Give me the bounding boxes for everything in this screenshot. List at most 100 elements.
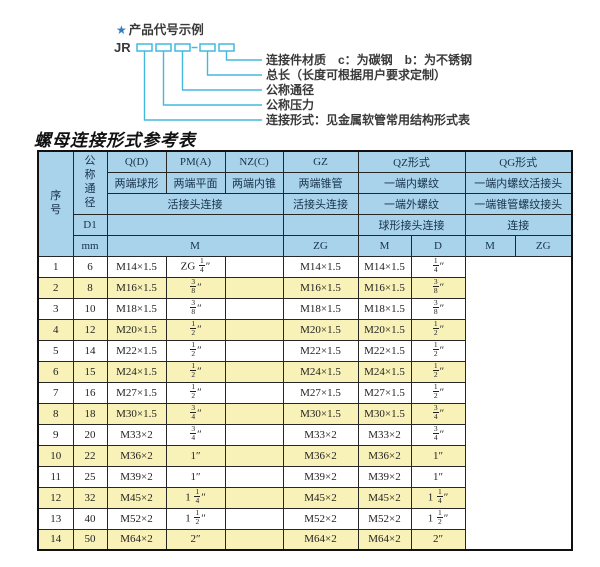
cell-qg-m: M64×2 [357, 528, 412, 551]
table-row: 3 10 M18×1.5 3 8 ″ M18×1.5 M18×1.5 3 8 ″ [37, 297, 572, 320]
cell-m: M16×1.5 [106, 276, 167, 299]
cell-qg-zg: 1 1 2 ″ [410, 507, 466, 530]
header-seq: 序 号 [37, 150, 74, 257]
cell-qg-m: M20×1.5 [357, 318, 412, 341]
cell-qg-zg: 1 4 ″ [410, 255, 466, 278]
cell-m: M33×2 [106, 423, 167, 446]
cell-gz: 2″ [165, 528, 226, 551]
table-row: 4 12 M20×1.5 1 2 ″ M20×1.5 M20×1.5 1 2 ″ [37, 318, 572, 341]
cell-qz-d: M39×2 [282, 465, 359, 488]
table-row: 12 32 M45×2 1 1 4 ″ M45×2 M45×2 1 1 4 ″ [37, 486, 572, 509]
cell-qz-d: M52×2 [282, 507, 359, 530]
cell-seq: 9 [37, 423, 74, 446]
table-row: 10 22 M36×2 1″ M36×2 M36×2 1″ [37, 444, 572, 467]
header-nz: NZ(C) [224, 150, 284, 173]
cell-qg-zg: 1 2 ″ [410, 339, 466, 362]
cell-qg-zg: 3 8 ″ [410, 276, 466, 299]
leader-line-pn [162, 51, 262, 106]
code-box-3 [174, 43, 191, 52]
cell-qg-m: M36×2 [357, 444, 412, 467]
cell-qz-m [224, 402, 284, 425]
cell-dn: 18 [72, 402, 108, 425]
cell-gz: 1 2 ″ [165, 360, 226, 383]
table-row: 11 25 M39×2 1″ M39×2 M39×2 1″ [37, 465, 572, 488]
cell-dn: 8 [72, 276, 108, 299]
label-connection: 连接形式：见金属软管常用结构形式表 [266, 113, 471, 127]
code-box-5 [218, 43, 235, 52]
cell-m: M14×1.5 [106, 255, 167, 278]
cell-m: M45×2 [106, 486, 167, 509]
cell-qg-zg: 1 1 4 ″ [410, 486, 466, 509]
cell-qg-zg: 2″ [410, 528, 466, 551]
cell-dn: 22 [72, 444, 108, 467]
cell-qz-d: M16×1.5 [282, 276, 359, 299]
header-qz-conn: 球形接头连接 [357, 213, 466, 236]
cell-gz: 1″ [165, 444, 226, 467]
cell-qz-d: M18×1.5 [282, 297, 359, 320]
cell-qz-d: M20×1.5 [282, 318, 359, 341]
cell-qg-zg: 3 4 ″ [410, 423, 466, 446]
cell-qz-d: M36×2 [282, 444, 359, 467]
cell-qg-m: M27×1.5 [357, 381, 412, 404]
cell-qz-m [224, 423, 284, 446]
cell-seq: 8 [37, 402, 74, 425]
cell-seq: 4 [37, 318, 74, 341]
header-union-conn: 活接头连接 [106, 192, 284, 215]
cell-seq: 12 [37, 486, 74, 509]
table-row: 13 40 M52×2 1 1 2 ″ M52×2 M52×2 1 1 2 ″ [37, 507, 572, 530]
header-zg-col: ZG [282, 234, 359, 257]
cell-qg-zg: 1″ [410, 465, 466, 488]
product-code-diagram: ★ 产品代号示例 JR 连接件材质 c：为碳钢 b：为不锈钢 总长（长度可根据用户… [0, 0, 600, 150]
header-blank-gz [282, 213, 359, 236]
cell-qg-zg: 3 4 ″ [410, 402, 466, 425]
nut-connection-reference-table: 序 号 公 称 通 径 Q(D) PM(A) NZ(C) GZ QZ形式 QG形… [37, 150, 573, 551]
leader-line-length [206, 51, 262, 76]
cell-qg-zg: 1 2 ″ [410, 360, 466, 383]
cell-qg-m: M52×2 [357, 507, 412, 530]
header-qz-sub1: 一端内螺纹 [357, 171, 466, 194]
leader-lines-graphic [136, 43, 262, 121]
cell-m: M24×1.5 [106, 360, 167, 383]
table-row: 7 16 M27×1.5 1 2 ″ M27×1.5 M27×1.5 1 2 ″ [37, 381, 572, 404]
header-qg-m: M [464, 234, 516, 257]
cell-gz: 1 2 ″ [165, 339, 226, 362]
cell-dn: 14 [72, 339, 108, 362]
label-dn: 公称通径 [266, 83, 315, 97]
cell-qz-d: M45×2 [282, 486, 359, 509]
cell-seq: 2 [37, 276, 74, 299]
header-qz-sub2: 一端外螺纹 [357, 192, 466, 215]
table-row: 14 50 M64×2 2″ M64×2 M64×2 2″ [37, 528, 572, 551]
cell-seq: 7 [37, 381, 74, 404]
table-row: 9 20 M33×2 3 4 ″ M33×2 M33×2 3 4 ″ [37, 423, 572, 446]
cell-m: M36×2 [106, 444, 167, 467]
leader-line-connection [143, 51, 262, 121]
header-qg-sub2: 一端锥管螺纹接头 [464, 192, 573, 215]
header-pm-sub: 两端平面 [165, 171, 226, 194]
leader-line-material [225, 51, 262, 61]
cell-qz-d: M22×1.5 [282, 339, 359, 362]
header-qz-d: D [410, 234, 466, 257]
header-gz: GZ [282, 150, 359, 173]
cell-dn: 40 [72, 507, 108, 530]
cell-qz-m [224, 276, 284, 299]
header-qg: QG形式 [464, 150, 573, 173]
cell-dn: 6 [72, 255, 108, 278]
header-gz-sub: 两端锥管 [282, 171, 359, 194]
table-row: 6 15 M24×1.5 1 2 ″ M24×1.5 M24×1.5 1 2 ″ [37, 360, 572, 383]
cell-dn: 16 [72, 381, 108, 404]
header-m-span: M [106, 234, 284, 257]
code-box-1 [136, 43, 153, 52]
cell-seq: 5 [37, 339, 74, 362]
cell-qz-m [224, 465, 284, 488]
cell-m: M20×1.5 [106, 318, 167, 341]
cell-qz-m [224, 360, 284, 383]
cell-qg-m: M24×1.5 [357, 360, 412, 383]
cell-qg-m: M18×1.5 [357, 297, 412, 320]
cell-qg-m: M33×2 [357, 423, 412, 446]
cell-qg-m: M14×1.5 [357, 255, 412, 278]
header-qg-sub1: 一端内螺纹活接头 [464, 171, 573, 194]
cell-qg-zg: 1″ [410, 444, 466, 467]
cell-qg-m: M22×1.5 [357, 339, 412, 362]
table-row: 5 14 M22×1.5 1 2 ″ M22×1.5 M22×1.5 1 2 ″ [37, 339, 572, 362]
cell-qz-m [224, 486, 284, 509]
